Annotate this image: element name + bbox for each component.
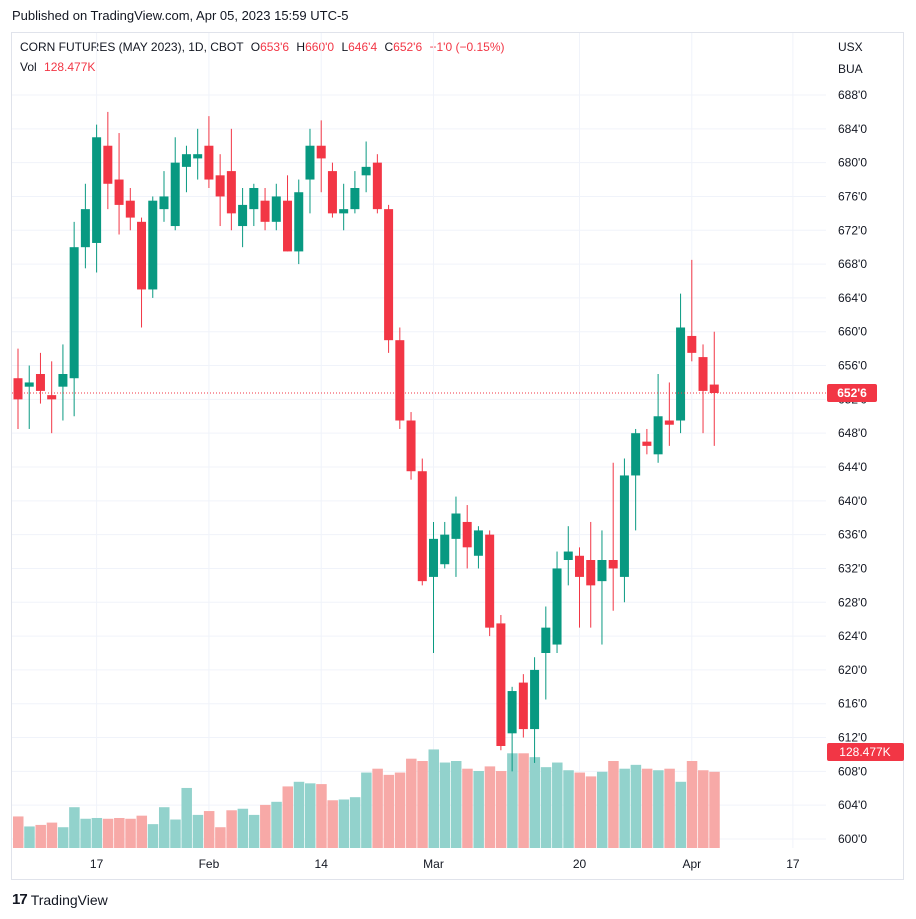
symbol-title[interactable]: CORN FUTURES (MAY 2023), 1D, CBOT	[20, 40, 244, 54]
currency-label[interactable]: USX	[838, 40, 863, 54]
change-value: −1'0 (−0.15%)	[429, 40, 505, 54]
volume-legend: Vol 128.477K	[20, 60, 95, 74]
unit-label[interactable]: BUA	[838, 62, 863, 76]
footer-brand: 17 TradingView	[12, 891, 108, 908]
chart-legend: CORN FUTURES (MAY 2023), 1D, CBOT O653'6…	[20, 40, 505, 54]
close-label: C	[384, 40, 394, 54]
open-value: 653'6	[260, 40, 290, 54]
high-value: 660'0	[305, 40, 335, 54]
tradingview-logo-icon: 17	[12, 891, 28, 908]
open-label: O	[250, 40, 261, 54]
volume-value: 128.477K	[44, 60, 96, 74]
brand-name: TradingView	[30, 891, 108, 908]
volume-label[interactable]: Vol	[20, 60, 37, 74]
close-value: 652'6	[393, 40, 423, 54]
published-caption: Published on TradingView.com, Apr 05, 20…	[12, 8, 349, 23]
low-value: 646'4	[348, 40, 378, 54]
low-label: L	[341, 40, 349, 54]
chart-frame	[11, 32, 904, 880]
high-label: H	[296, 40, 306, 54]
